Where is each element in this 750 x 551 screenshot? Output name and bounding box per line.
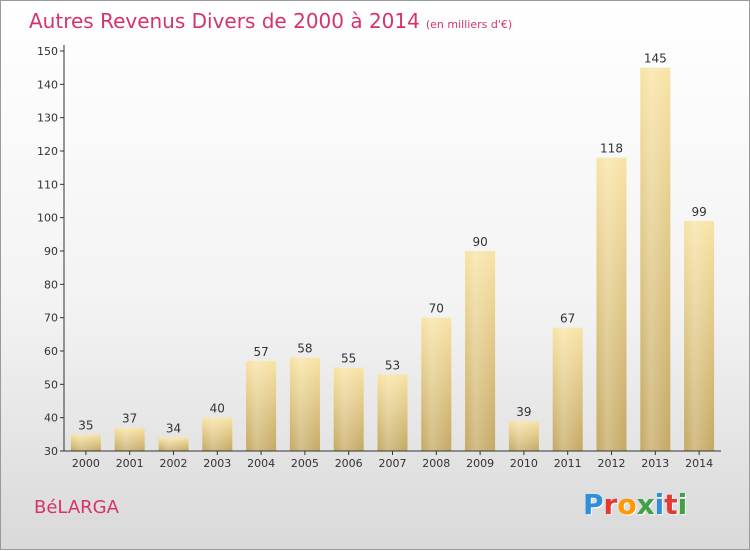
data-label-2007: 53 xyxy=(385,358,400,372)
bar-shine-2013 xyxy=(640,67,671,452)
bar-shine-2011 xyxy=(552,327,583,451)
x-tick-label-2000: 2000 xyxy=(72,457,100,470)
proxiti-logo[interactable]: Proxiti xyxy=(583,488,687,521)
bar-shine-2010 xyxy=(508,421,539,451)
bar-shine-2007 xyxy=(377,374,408,451)
x-tick-label-2014: 2014 xyxy=(685,457,713,470)
bar-shine-2014 xyxy=(684,221,715,451)
data-label-2014: 99 xyxy=(691,205,706,219)
logo-letter: t xyxy=(664,488,678,521)
axis-layer: 2000 2001 2002 2003 2004 2005 2006 2007 2008 2009… xyxy=(37,45,721,470)
y-tick-label-80: 80 xyxy=(44,278,58,291)
data-label-2012: 118 xyxy=(600,142,623,156)
data-label-2005: 58 xyxy=(297,342,312,356)
logo-letter: r xyxy=(603,488,618,521)
y-tick-label-130: 130 xyxy=(37,112,58,125)
chart-title: Autres Revenus Divers de 2000 à 2014 xyxy=(29,9,420,33)
bar-shine-2008 xyxy=(421,317,452,451)
x-tick-label-2008: 2008 xyxy=(422,457,450,470)
logo-letter: P xyxy=(583,488,604,521)
x-tick-label-2002: 2002 xyxy=(160,457,188,470)
place-name: BéLARGA xyxy=(34,497,119,518)
y-tick-label-140: 140 xyxy=(37,78,58,91)
bar-shine-2009 xyxy=(465,251,496,451)
bar-shine-2002 xyxy=(158,437,189,451)
data-label-2009: 90 xyxy=(472,235,487,249)
y-tick-label-70: 70 xyxy=(44,312,58,325)
data-label-2011: 67 xyxy=(560,312,575,326)
data-label-2004: 57 xyxy=(253,345,268,359)
data-label-2003: 40 xyxy=(210,402,225,416)
data-label-2006: 55 xyxy=(341,352,356,366)
chart-subtitle: (en milliers d'€) xyxy=(425,18,513,31)
x-tick-label-2003: 2003 xyxy=(203,457,231,470)
logo-letter: o xyxy=(617,488,637,521)
x-tick-label-2011: 2011 xyxy=(554,457,582,470)
bar-shine-2006 xyxy=(333,367,364,451)
y-tick-label-110: 110 xyxy=(37,178,58,191)
x-tick-label-2010: 2010 xyxy=(510,457,538,470)
chart-title-block: Autres Revenus Divers de 2000 à 2014 (en … xyxy=(29,9,512,33)
data-label-2001: 37 xyxy=(122,412,137,426)
bars-layer: 35 37 34 40 57 58 55 53 70 90 39 67 118 145 99 xyxy=(70,52,715,452)
y-tick-label-150: 150 xyxy=(37,45,58,58)
y-tick-label-60: 60 xyxy=(44,345,58,358)
bar-shine-2000 xyxy=(70,434,101,451)
x-tick-label-2006: 2006 xyxy=(335,457,363,470)
x-tick-label-2013: 2013 xyxy=(641,457,669,470)
logo-letter: x xyxy=(636,488,655,521)
logo-letter: i xyxy=(654,488,665,521)
data-label-2008: 70 xyxy=(429,302,444,316)
logo-letter: i xyxy=(677,488,688,521)
bar-shine-2001 xyxy=(114,427,145,451)
x-tick-label-2012: 2012 xyxy=(598,457,626,470)
bar-shine-2005 xyxy=(289,357,320,451)
x-tick-label-2004: 2004 xyxy=(247,457,275,470)
x-tick-label-2001: 2001 xyxy=(116,457,144,470)
y-tick-label-90: 90 xyxy=(44,245,58,258)
data-label-2010: 39 xyxy=(516,405,531,419)
bar-shine-2004 xyxy=(246,361,277,451)
y-tick-label-50: 50 xyxy=(44,378,58,391)
y-tick-label-40: 40 xyxy=(44,412,58,425)
x-tick-label-2007: 2007 xyxy=(379,457,407,470)
bar-shine-2003 xyxy=(202,417,233,451)
data-label-2002: 34 xyxy=(166,422,181,436)
y-tick-label-100: 100 xyxy=(37,212,58,225)
y-tick-label-120: 120 xyxy=(37,145,58,158)
x-tick-label-2009: 2009 xyxy=(466,457,494,470)
bar-shine-2012 xyxy=(596,157,627,451)
y-tick-label-30: 30 xyxy=(44,445,58,458)
x-tick-label-2005: 2005 xyxy=(291,457,319,470)
data-label-2000: 35 xyxy=(78,418,93,432)
data-label-2013: 145 xyxy=(644,52,667,66)
